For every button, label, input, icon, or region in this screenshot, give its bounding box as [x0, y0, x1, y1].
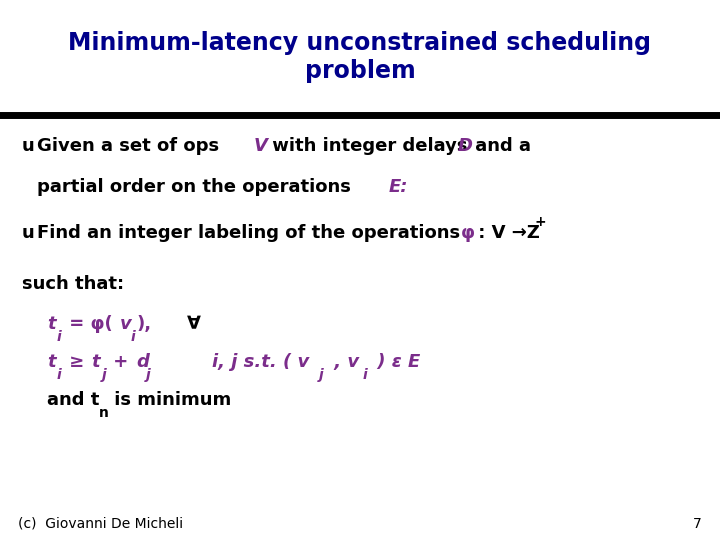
Text: j: j [319, 368, 324, 382]
Text: d: d [136, 353, 149, 371]
Text: D: D [457, 137, 472, 155]
Text: : V →Z: : V →Z [472, 224, 540, 241]
Text: i: i [57, 330, 62, 345]
Text: = φ(: = φ( [63, 315, 119, 333]
Text: , v: , v [328, 353, 359, 371]
Text: Given a set of ops: Given a set of ops [37, 137, 226, 155]
Text: and t: and t [47, 391, 99, 409]
Text: i, j s.t. ( v: i, j s.t. ( v [212, 353, 310, 371]
Text: with integer delays: with integer delays [266, 137, 474, 155]
Text: 7: 7 [693, 517, 702, 531]
Text: ),: ), [136, 315, 151, 333]
Text: partial order on the operations: partial order on the operations [37, 178, 358, 195]
Text: u: u [22, 137, 35, 155]
Text: ) ε E: ) ε E [371, 353, 420, 371]
Text: ∀: ∀ [186, 315, 200, 333]
Text: i: i [57, 368, 62, 382]
Text: t: t [47, 353, 55, 371]
Text: such that:: such that: [22, 275, 124, 293]
Text: n: n [99, 406, 109, 420]
Text: i: i [130, 330, 135, 345]
Text: V: V [253, 137, 267, 155]
Text: +: + [535, 215, 546, 229]
Text: +: + [107, 353, 135, 371]
Text: u: u [22, 224, 35, 241]
Text: t: t [91, 353, 100, 371]
Text: i: i [362, 368, 367, 382]
Text: E:: E: [389, 178, 408, 195]
Text: is minimum: is minimum [108, 391, 231, 409]
Text: φ: φ [461, 224, 474, 241]
Text: (c)  Giovanni De Micheli: (c) Giovanni De Micheli [18, 517, 183, 531]
Text: ≥: ≥ [63, 353, 90, 371]
Text: j: j [146, 368, 151, 382]
Text: Minimum-latency unconstrained scheduling
problem: Minimum-latency unconstrained scheduling… [68, 31, 652, 83]
Text: v: v [120, 315, 132, 333]
Text: t: t [47, 315, 55, 333]
Text: Find an integer labeling of the operations: Find an integer labeling of the operatio… [37, 224, 467, 241]
Text: j: j [102, 368, 107, 382]
Text: and a: and a [469, 137, 531, 155]
